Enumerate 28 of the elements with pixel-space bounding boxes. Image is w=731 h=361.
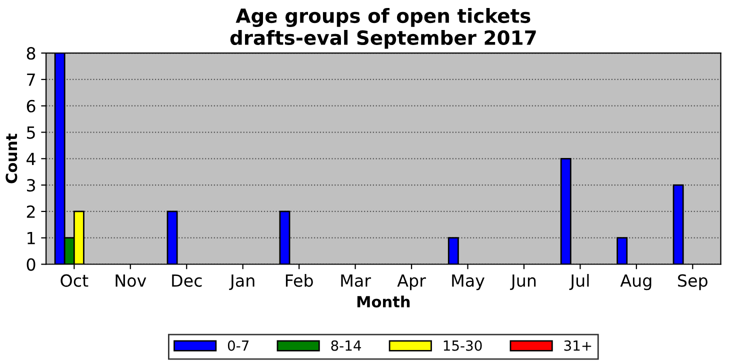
x-tick-label: Aug (620, 274, 652, 290)
y-tick-label: 1 (28, 232, 35, 244)
x-tick-label: Sep (678, 274, 708, 290)
legend-label: 31+ (564, 340, 592, 351)
y-tick-label: 4 (26, 152, 36, 165)
y-tick-label: 5 (27, 126, 35, 139)
x-tick-label: Jan (229, 274, 254, 290)
legend-label: 15-30 (444, 340, 482, 351)
x-tick-label: Jul (569, 274, 589, 290)
chart-title: Age groups of open tickets drafts-eval September 2017 (230, 8, 536, 49)
y-tick-label: 8 (26, 47, 36, 60)
x-tick-label: Feb (286, 274, 313, 287)
x-tick-label: Mar (341, 274, 372, 287)
x-tick-label: May (452, 274, 484, 290)
x-axis-title: Month (357, 296, 410, 308)
y-tick-label: 7 (27, 74, 35, 86)
y-tick-label: 2 (26, 205, 35, 218)
legend-label: 8-14 (331, 340, 362, 351)
x-tick-label: Dec (172, 274, 202, 287)
y-tick-label: 0 (26, 258, 36, 271)
y-tick-label: 6 (26, 100, 36, 112)
x-tick-label: Oct (60, 274, 88, 287)
legend-label: 0-7 (228, 340, 249, 351)
x-tick-label: Apr (397, 274, 426, 290)
y-tick-label: 3 (26, 179, 35, 192)
x-tick-label: Jun (510, 274, 536, 290)
y-axis-title: Count (6, 134, 18, 184)
x-tick-label: Nov (116, 274, 146, 287)
